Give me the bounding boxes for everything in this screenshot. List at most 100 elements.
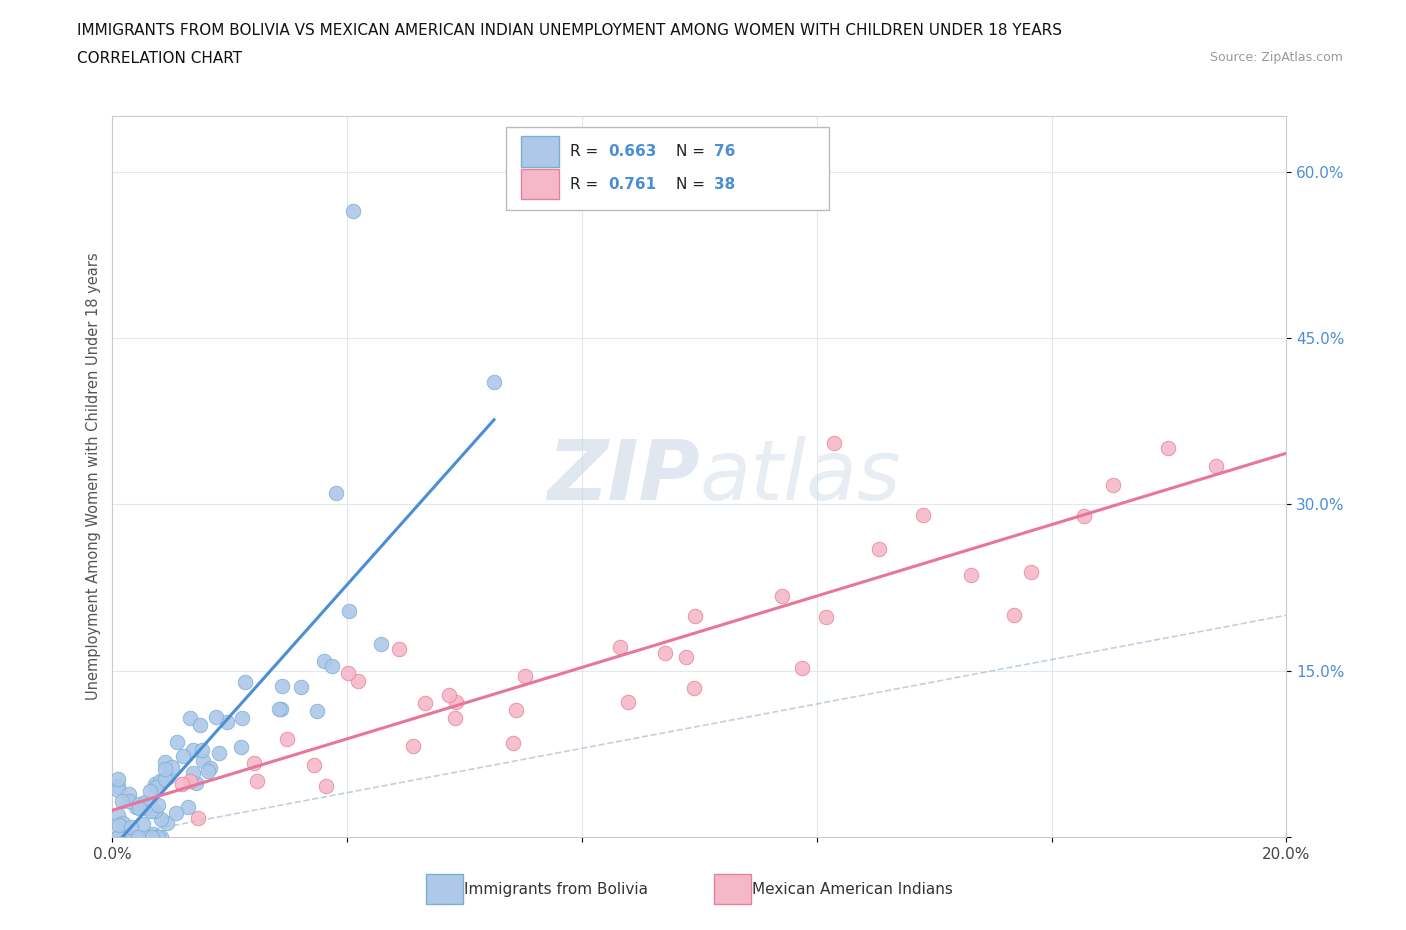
Point [179,711,201,725]
Point [370,637,392,652]
Point [302,758,325,773]
Point [437,688,460,703]
Point [513,669,536,684]
Text: 38: 38 [714,177,735,192]
Point [402,739,425,754]
Point [325,485,347,500]
Point [139,797,162,812]
Point [111,793,134,808]
Point [162,760,184,775]
Point [146,830,169,844]
Point [145,779,167,794]
Point [1101,478,1123,493]
Point [413,695,436,710]
Point [243,756,266,771]
Point [347,673,370,688]
Point [305,704,328,719]
Point [191,743,214,758]
Text: Source: ZipAtlas.com: Source: ZipAtlas.com [1209,51,1343,64]
Text: N =: N = [676,144,710,159]
Point [290,680,312,695]
Point [675,650,697,665]
Text: atlas: atlas [700,436,901,517]
Point [683,681,706,696]
Point [172,749,194,764]
Y-axis label: Unemployment Among Women with Children Under 18 years: Unemployment Among Women with Children U… [86,253,101,700]
Point [229,739,252,754]
Point [269,702,291,717]
Point [157,769,180,784]
Point [172,777,194,791]
Point [134,801,156,816]
Point [1156,441,1178,456]
Point [824,436,846,451]
Point [342,203,364,218]
Point [1073,508,1095,523]
FancyBboxPatch shape [522,137,558,166]
Point [156,816,179,830]
Point [120,819,142,834]
Point [912,508,935,523]
Point [246,774,269,789]
Point [139,784,162,799]
Text: Immigrants from Bolivia: Immigrants from Bolivia [464,882,648,897]
Text: 0.663: 0.663 [607,144,657,159]
Point [336,666,359,681]
Point [115,830,138,844]
Point [107,807,129,822]
Point [683,608,706,623]
Point [270,701,292,716]
Text: ZIP: ZIP [547,436,700,517]
Text: R =: R = [571,177,609,192]
Point [814,609,837,624]
Point [111,816,134,830]
Point [770,589,793,604]
Point [117,794,139,809]
Point [124,830,146,844]
Point [482,375,505,390]
Point [107,778,129,793]
Point [127,830,149,844]
Point [960,567,983,582]
Point [868,542,890,557]
Point [107,830,129,844]
Point [197,764,219,778]
Text: R =: R = [571,144,603,159]
Point [609,640,631,655]
Point [153,772,176,787]
Point [200,761,222,776]
Point [502,736,524,751]
FancyBboxPatch shape [522,169,558,199]
Text: CORRELATION CHART: CORRELATION CHART [77,51,242,66]
Point [235,674,257,689]
Point [191,754,214,769]
Point [208,746,231,761]
Point [142,827,165,842]
Point [204,710,226,724]
Point [108,817,131,832]
Text: N =: N = [676,177,710,192]
Point [143,804,166,818]
Point [505,703,527,718]
Point [149,774,172,789]
Text: Mexican American Indians: Mexican American Indians [752,882,953,897]
Point [177,799,200,814]
Point [315,778,337,793]
Point [150,812,173,827]
Point [143,777,166,791]
Point [1205,458,1227,473]
Point [312,653,335,668]
Point [118,786,141,801]
Point [444,695,467,710]
Point [124,830,146,844]
Point [128,796,150,811]
Point [139,804,162,819]
Point [337,604,360,618]
Point [107,782,129,797]
Point [270,679,292,694]
Point [107,830,129,844]
Point [321,659,343,674]
Point [132,817,155,831]
Point [120,830,142,844]
Point [107,772,129,787]
